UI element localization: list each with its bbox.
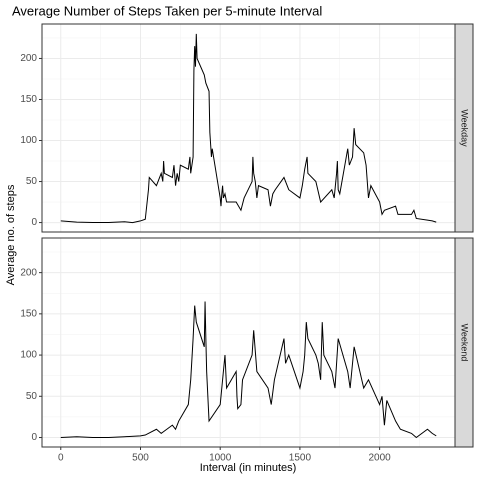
y-tick-label: 200 bbox=[20, 53, 37, 64]
chart-title: Average Number of Steps Taken per 5-minu… bbox=[12, 3, 322, 18]
strip-label: Weekend bbox=[460, 324, 470, 362]
x-tick-label: 2000 bbox=[369, 453, 392, 464]
y-tick-label: 0 bbox=[31, 432, 37, 443]
x-tick-label: 0 bbox=[58, 453, 64, 464]
x-tick-label: 1000 bbox=[209, 453, 232, 464]
y-tick-label: 200 bbox=[20, 267, 37, 278]
strip-label: Weekday bbox=[460, 109, 470, 147]
y-tick-label: 100 bbox=[20, 135, 37, 146]
panel-border bbox=[41, 23, 456, 233]
strip bbox=[454, 237, 474, 448]
y-tick-label: 0 bbox=[31, 217, 37, 228]
y-tick-label: 100 bbox=[20, 350, 37, 361]
y-axis-label: Average no. of steps bbox=[5, 184, 17, 285]
y-tick-label: 150 bbox=[20, 308, 37, 319]
y-tick-label: 150 bbox=[20, 94, 37, 105]
x-tick-label: 1500 bbox=[289, 453, 312, 464]
y-tick-label: 50 bbox=[26, 176, 38, 187]
line bbox=[60, 301, 437, 439]
line bbox=[60, 33, 437, 224]
strip bbox=[454, 23, 474, 233]
x-axis-label: Interval (in minutes) bbox=[200, 462, 297, 474]
x-tick-label: 500 bbox=[132, 453, 149, 464]
y-tick-label: 50 bbox=[26, 391, 38, 402]
